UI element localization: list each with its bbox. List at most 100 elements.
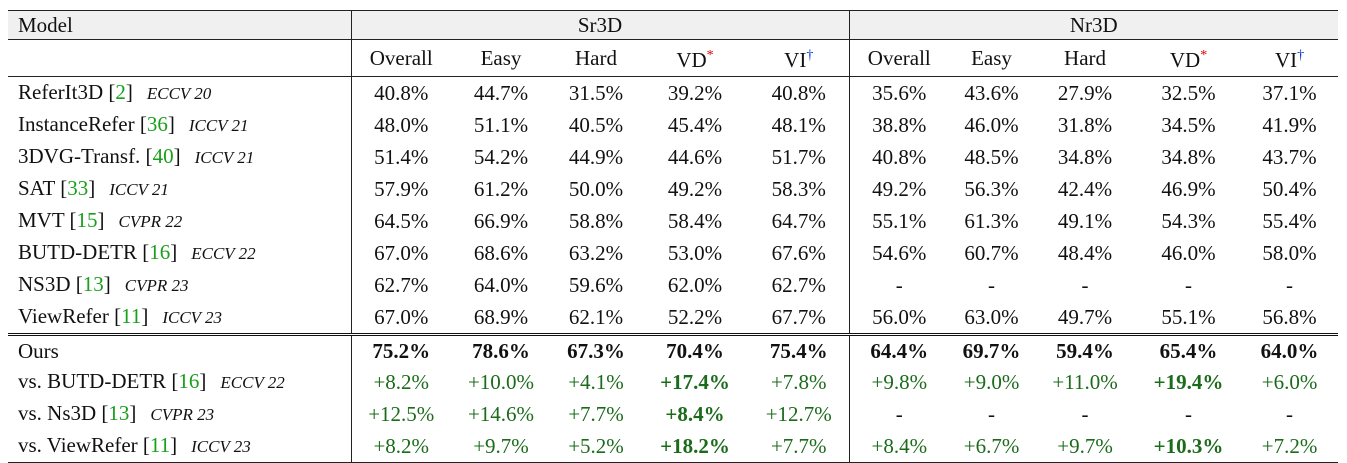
venue-label: ICCV 23 — [191, 437, 251, 456]
citation-link[interactable]: 15 — [76, 208, 98, 232]
value-cell: 58.3% — [749, 173, 850, 205]
citation-link[interactable]: 33 — [67, 176, 89, 200]
delta-cell: +8.2% — [351, 430, 451, 463]
citation-link[interactable]: 11 — [121, 304, 142, 328]
value-cell: 51.1% — [473, 113, 529, 137]
value-cell: 34.5% — [1161, 113, 1216, 137]
model-name-cell: vs. ViewRefer [11] ICCV 23 — [8, 430, 352, 463]
col-header-vd: VD* — [1136, 39, 1242, 77]
value-cell: - — [988, 273, 996, 297]
value-cell: 54.3% — [1161, 209, 1216, 233]
value-cell: - — [895, 273, 903, 297]
value-cell: 48.0% — [374, 113, 429, 137]
ours-value-cell: 59.4% — [1034, 333, 1137, 366]
delta-cell: +5.2% — [551, 430, 641, 463]
delta-cell: +9.8% — [871, 370, 928, 394]
ours-value-cell: 64.0% — [1241, 333, 1339, 366]
value-cell: 67.7% — [749, 301, 850, 335]
vi-mark: † — [1297, 48, 1305, 63]
value-cell: 42.4% — [1057, 177, 1113, 201]
citation-link[interactable]: 16 — [178, 369, 200, 393]
value-cell: 67.0% — [374, 241, 429, 265]
citation-link[interactable]: 11 — [149, 433, 171, 457]
col-header-vd: VD* — [641, 39, 749, 77]
delta-cell: +6.0% — [1261, 370, 1318, 394]
group-header-row: Model Sr3D Nr3D — [8, 10, 1339, 40]
citation-close: ] — [129, 401, 137, 425]
citation-close: ] — [141, 304, 149, 328]
citation-link[interactable]: 40 — [152, 144, 174, 168]
value-cell: 50.0% — [568, 177, 624, 201]
col-header: Overall — [351, 39, 451, 77]
value-cell: 51.7% — [749, 141, 850, 173]
value-cell: 46.0% — [964, 113, 1019, 137]
citation-close: ] — [125, 80, 133, 104]
value-cell: 64.5% — [374, 209, 429, 233]
citation-link[interactable]: 16 — [149, 240, 171, 264]
citation-close: ] — [199, 369, 207, 393]
model-name-cell: vs. BUTD-DETR [16] ECCV 22 — [8, 366, 352, 398]
results-body: ReferIt3D [2] ECCV 20 40.8% 44.7% 31.5% 39.2%… — [8, 76, 1339, 463]
vd-mark: * — [1200, 48, 1208, 63]
results-table: Model Sr3D Nr3D Overall Easy Hard VD* VI… — [8, 10, 1339, 463]
model-name-cell: MVT [15] CVPR 22 — [8, 205, 352, 237]
citation-link[interactable]: 36 — [146, 112, 168, 136]
value-cell: 49.1% — [1057, 209, 1113, 233]
delta-cell: +7.7% — [749, 430, 850, 463]
value-cell: 44.9% — [568, 145, 624, 169]
delta-cell: +7.7% — [568, 402, 624, 426]
delta-cell: +6.7% — [949, 430, 1035, 463]
venue-label: ECCV 22 — [191, 244, 256, 263]
value-cell: 41.9% — [1262, 113, 1317, 137]
delta-cell: +12.7% — [749, 398, 850, 430]
value-cell: 54.6% — [872, 241, 927, 265]
citation-link[interactable]: 13 — [108, 401, 130, 425]
value-cell: 35.6% — [872, 81, 927, 105]
delta-cell: +19.4% — [1153, 370, 1224, 394]
value-cell: 48.4% — [1057, 241, 1113, 265]
model-name-cell: ViewRefer [11] ICCV 23 — [8, 301, 352, 335]
delta-cell: +18.2% — [641, 430, 749, 463]
value-cell: 40.8% — [749, 76, 850, 109]
citation-link[interactable]: 2 — [115, 80, 126, 104]
value-cell: - — [1185, 273, 1193, 297]
model-name-cell: NS3D [13] CVPR 23 — [8, 269, 352, 301]
venue-label: ECCV 20 — [146, 84, 212, 103]
model-name-cell: vs. Ns3D [13] CVPR 23 — [8, 398, 352, 430]
ours-value-cell: 75.4% — [749, 333, 850, 366]
value-cell: 50.4% — [1262, 177, 1317, 201]
ours-value-cell: 65.4% — [1136, 333, 1242, 366]
delta-cell: - — [988, 402, 996, 426]
value-cell: 56.0% — [872, 305, 927, 329]
citation-close: ] — [170, 240, 178, 264]
citation-close: ] — [167, 112, 175, 136]
value-cell: 46.9% — [1161, 177, 1216, 201]
nr3d-header: Nr3D — [849, 10, 1339, 40]
col-header: Easy — [949, 39, 1035, 77]
model-name: ReferIt3D [ — [18, 80, 116, 104]
value-cell: 39.2% — [667, 81, 723, 105]
table-row: ReferIt3D [2] ECCV 20 40.8% 44.7% 31.5% 39.2%… — [8, 76, 1338, 109]
value-cell: 56.3% — [964, 177, 1019, 201]
model-name: ViewRefer [ — [18, 304, 122, 328]
comparison-row: vs. BUTD-DETR [16] ECCV 22 +8.2% +10.0% +4.1… — [8, 366, 1338, 398]
model-name: vs. BUTD-DETR [ — [18, 369, 179, 393]
value-cell: 34.8% — [1161, 145, 1216, 169]
col-header: Easy — [451, 39, 551, 77]
col-header-vi: VI† — [749, 39, 850, 77]
value-cell: 31.8% — [1057, 113, 1113, 137]
value-cell: 64.0% — [473, 273, 529, 297]
vi-mark: † — [806, 48, 814, 63]
value-cell: 64.7% — [749, 205, 850, 237]
citation-link[interactable]: 13 — [82, 272, 104, 296]
venue-label: ICCV 21 — [188, 116, 249, 135]
model-name: vs. Ns3D [ — [18, 401, 109, 425]
value-cell: 60.7% — [964, 241, 1019, 265]
value-cell: 34.8% — [1057, 145, 1113, 169]
value-cell: 37.1% — [1262, 81, 1317, 105]
value-cell: 38.8% — [872, 113, 927, 137]
value-cell: 61.3% — [964, 209, 1019, 233]
venue-label: CVPR 23 — [124, 276, 189, 295]
venue-label: CVPR 22 — [118, 212, 183, 231]
value-cell: 43.7% — [1262, 145, 1317, 169]
